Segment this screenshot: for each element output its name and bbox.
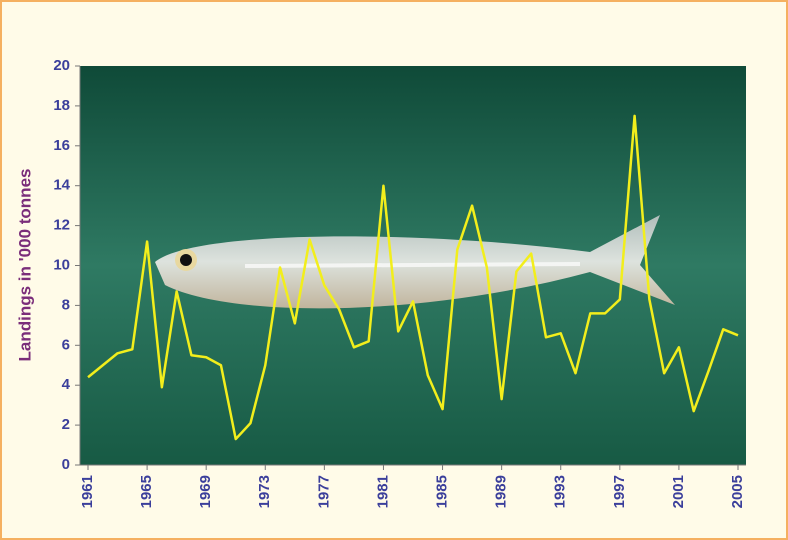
y-axis-label: Landings in '000 tonnes xyxy=(15,169,34,362)
x-tick-label: 1985 xyxy=(434,475,451,508)
x-tick-label: 1977 xyxy=(315,475,332,508)
y-tick-label: 8 xyxy=(62,296,70,313)
y-tick-label: 16 xyxy=(53,137,70,154)
x-tick-label: 1969 xyxy=(197,475,214,508)
x-tick-label: 1989 xyxy=(493,475,510,508)
y-tick-label: 14 xyxy=(53,177,70,194)
x-tick-label: 2005 xyxy=(729,475,746,508)
y-tick-label: 18 xyxy=(53,97,70,114)
y-tick-label: 20 xyxy=(53,57,70,74)
y-tick-label: 12 xyxy=(53,217,70,234)
x-tick-label: 1961 xyxy=(79,475,96,508)
x-tick-label: 1993 xyxy=(552,475,569,508)
x-tick-label: 2001 xyxy=(670,475,687,508)
x-tick-label: 1965 xyxy=(138,475,155,508)
x-tick-label: 1981 xyxy=(374,475,391,508)
data-line xyxy=(87,114,739,441)
y-tick-label: 2 xyxy=(62,416,70,433)
y-tick-label: 4 xyxy=(62,376,71,393)
y-tick-label: 0 xyxy=(62,456,70,473)
x-tick-label: 1973 xyxy=(256,475,273,508)
x-tick-label: 1997 xyxy=(611,475,628,508)
y-tick-label: 6 xyxy=(62,336,70,353)
y-tick-label: 10 xyxy=(53,256,70,273)
